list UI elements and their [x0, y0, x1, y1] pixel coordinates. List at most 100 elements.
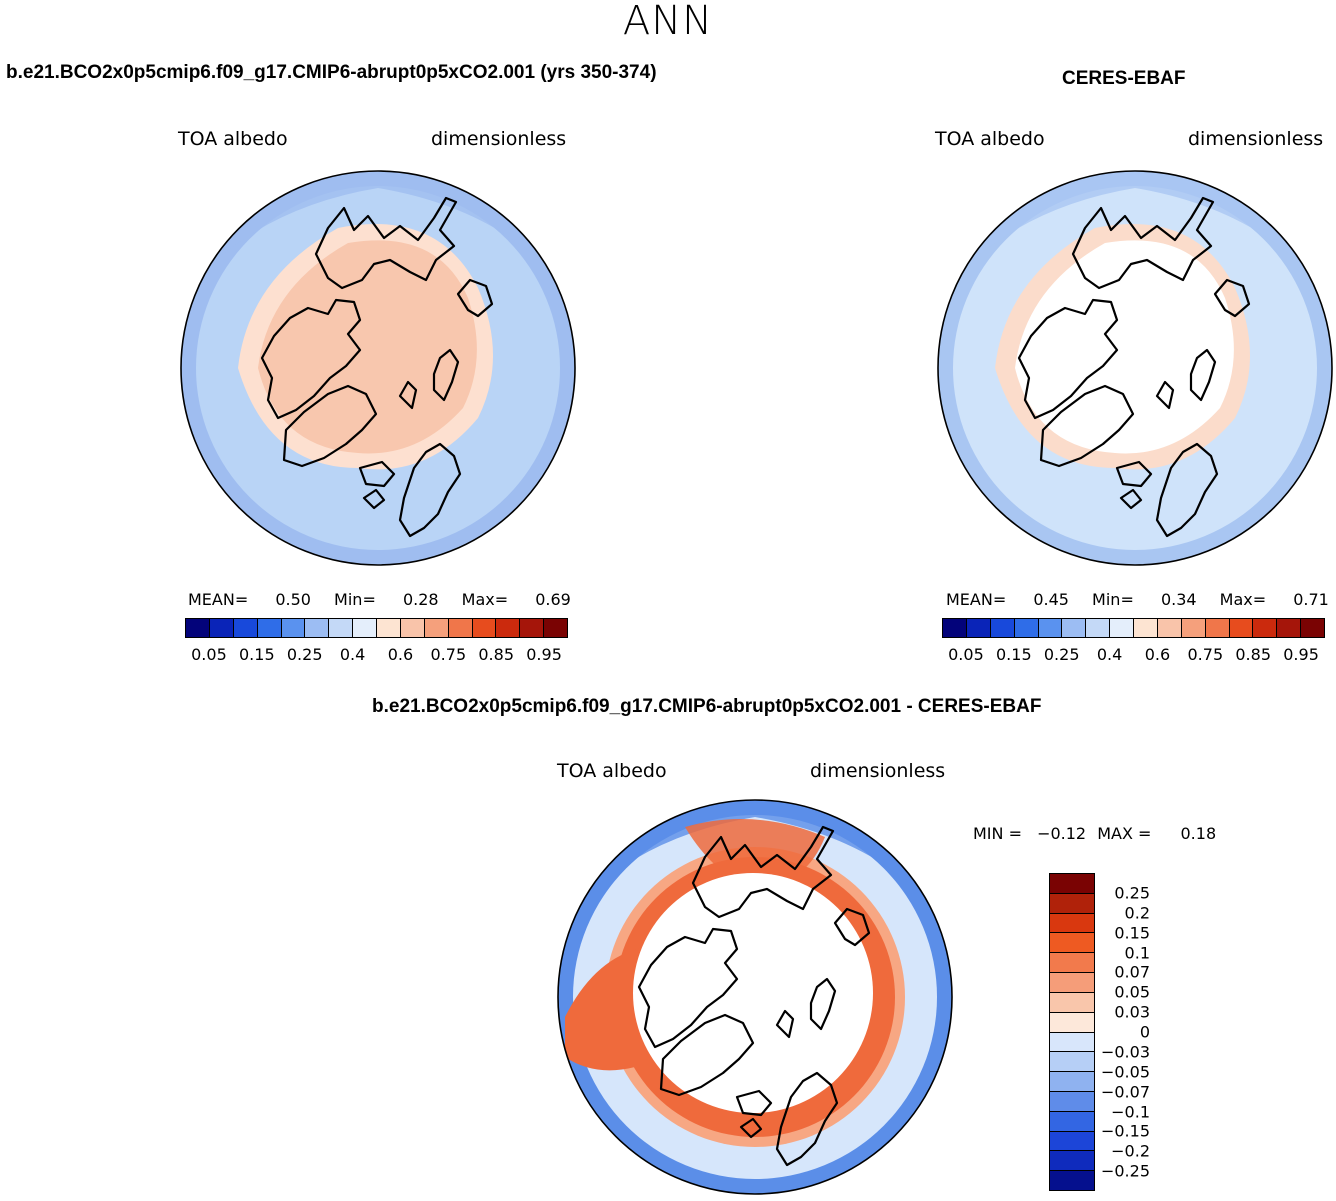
colorbar-swatch: [1050, 913, 1094, 934]
colorbar-ticks-model: 0.05 0.15 0.25 0.4 0.6 0.75 0.85 0.95: [185, 645, 568, 665]
colorbar-swatch: [1205, 619, 1230, 637]
colorbar-swatch: [305, 619, 330, 637]
colorbar-swatch: [1110, 619, 1134, 637]
colorbar-tick-label: −0.05: [1100, 1062, 1150, 1082]
min-value: −0.12: [1037, 824, 1087, 843]
colorbar-tick-label: 0.03: [1114, 1002, 1150, 1022]
max-label: Max=: [461, 590, 509, 609]
colorbar-tick-label: 0.15: [1114, 923, 1150, 943]
variable-label: TOA albedo: [935, 128, 1045, 150]
max-value: 0.18: [1180, 824, 1217, 843]
stats-line: MEAN= 0.50 Min= 0.28 Max= 0.69: [188, 590, 571, 609]
colorbar-model: [185, 618, 568, 638]
colorbar-tick-label: 0.85: [1235, 645, 1271, 664]
min-label: MIN =: [973, 824, 1022, 843]
diff-stats: MIN = −0.12 MAX = 0.18: [973, 824, 1216, 843]
colorbar-swatch: [257, 619, 282, 637]
colorbar-swatch: [1050, 1091, 1094, 1112]
panel-title-diff: b.e21.BCO2x0p5cmip6.f09_g17.CMIP6-abrupt…: [372, 696, 1042, 717]
variable-label: TOA albedo: [557, 760, 667, 782]
colorbar-swatch: [1050, 1072, 1094, 1092]
colorbar-tick-label: 0.25: [1043, 645, 1080, 664]
variable-label: TOA albedo: [178, 128, 288, 150]
colorbar-tick-label: 0.05: [1114, 982, 1150, 1002]
colorbar-tick-label: 0.4: [339, 645, 366, 664]
colorbar-swatch: [1038, 619, 1063, 637]
colorbar-tick-label: 0.05: [948, 645, 984, 664]
mean-label: MEAN=: [188, 590, 249, 609]
colorbar-swatch: [400, 619, 425, 637]
colorbar-tick-label: 0.75: [1187, 645, 1224, 664]
polar-map-diff: [557, 799, 953, 1195]
polar-map-model: [180, 170, 576, 566]
colorbar-swatch: [1050, 1131, 1094, 1152]
colorbar-swatch: [966, 619, 991, 637]
colorbar-diff: [1049, 873, 1095, 1191]
max-value: 0.69: [535, 590, 571, 609]
colorbar-swatch: [186, 619, 210, 637]
min-value: 0.34: [1160, 590, 1197, 609]
colorbar-tick-label: 0.95: [526, 645, 562, 664]
colorbar-swatch: [1050, 1151, 1094, 1172]
colorbar-tick-label: 0.05: [191, 645, 227, 664]
colorbar-swatch: [1301, 619, 1324, 637]
colorbar-tick-label: −0.15: [1100, 1121, 1150, 1141]
colorbar-swatch: [472, 619, 497, 637]
colorbar-swatch: [496, 619, 521, 637]
panel-title-obs: CERES-EBAF: [1062, 68, 1186, 89]
units-label: dimensionless: [1188, 128, 1324, 150]
polar-map-obs: [937, 170, 1333, 566]
colorbar-tick-label: 0.6: [1144, 645, 1171, 664]
colorbar-ticks-obs: 0.05 0.15 0.25 0.4 0.6 0.75 0.85 0.95: [942, 645, 1325, 665]
colorbar-swatch: [233, 619, 258, 637]
colorbar-tick-label: 0.4: [1096, 645, 1123, 664]
colorbar-tick-label: −0.1: [1111, 1102, 1150, 1121]
colorbar-swatch: [1134, 619, 1158, 637]
colorbar-swatch: [1050, 874, 1094, 894]
colorbar-swatch: [990, 619, 1015, 637]
colorbar-swatch: [1050, 933, 1094, 954]
colorbar-tick-label: 0.25: [1114, 883, 1150, 903]
colorbar-obs: [942, 618, 1325, 638]
colorbar-swatch: [209, 619, 234, 637]
colorbar-swatch: [377, 619, 401, 637]
colorbar-swatch: [1050, 1032, 1094, 1053]
colorbar-tick-label: −0.03: [1100, 1042, 1150, 1062]
colorbar-swatch: [1050, 1012, 1094, 1033]
colorbar-tick-label: −0.2: [1111, 1141, 1150, 1161]
colorbar-tick-label: 0.2: [1124, 903, 1150, 923]
colorbar-swatch: [1062, 619, 1087, 637]
colorbar-ticks-diff: 0.25 0.2 0.15 0.1 0.07 0.05 0.03 0 −0.03 −0.05 −0.…: [1098, 873, 1158, 1191]
colorbar-swatch: [1253, 619, 1278, 637]
colorbar-swatch: [353, 619, 377, 637]
min-label: Min=: [334, 590, 376, 609]
mean-value: 0.50: [275, 590, 311, 609]
mean-value: 0.45: [1033, 590, 1069, 609]
colorbar-tick-label: 0.15: [239, 645, 275, 664]
panel-title-model: b.e21.BCO2x0p5cmip6.f09_g17.CMIP6-abrupt…: [6, 62, 657, 83]
colorbar-swatch: [1050, 1111, 1094, 1132]
colorbar-swatch: [943, 619, 967, 637]
colorbar-swatch: [424, 619, 449, 637]
colorbar-swatch: [1050, 953, 1094, 974]
max-label: Max=: [1219, 590, 1267, 609]
colorbar-swatch: [1050, 1171, 1094, 1190]
colorbar-swatch: [1050, 1052, 1094, 1073]
stats-line: MEAN= 0.45 Min= 0.34 Max= 0.71: [946, 590, 1329, 609]
mean-label: MEAN=: [946, 590, 1007, 609]
colorbar-tick-label: 0: [1139, 1022, 1150, 1042]
colorbar-tick-label: −0.25: [1100, 1161, 1150, 1181]
colorbar-swatch: [1086, 619, 1111, 637]
colorbar-tick-label: −0.07: [1100, 1082, 1150, 1102]
colorbar-tick-label: 0.85: [478, 645, 514, 664]
units-label: dimensionless: [431, 128, 567, 150]
colorbar-swatch: [544, 619, 567, 637]
colorbar-tick-label: 0.95: [1283, 645, 1319, 664]
colorbar-tick-label: 0.15: [996, 645, 1032, 664]
colorbar-swatch: [1157, 619, 1182, 637]
colorbar-tick-label: 0.1: [1124, 943, 1150, 962]
colorbar-swatch: [281, 619, 306, 637]
colorbar-tick-label: 0.07: [1114, 962, 1150, 982]
colorbar-swatch: [520, 619, 545, 637]
colorbar-tick-label: 0.25: [286, 645, 323, 664]
